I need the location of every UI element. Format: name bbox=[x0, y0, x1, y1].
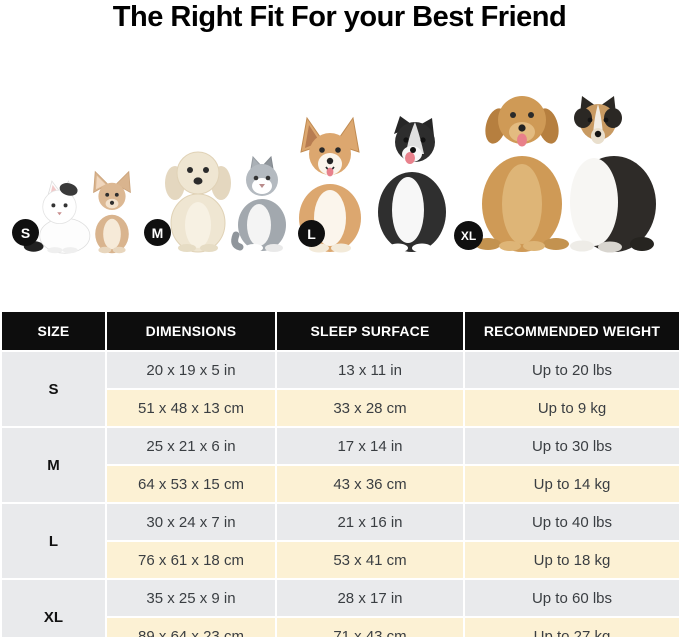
table-row: 64 x 53 x 15 cm 43 x 36 cm Up to 14 kg bbox=[1, 464, 679, 504]
weight-kg: Up to 18 kg bbox=[463, 540, 679, 580]
weight-lbs: Up to 60 lbs bbox=[463, 578, 679, 618]
golden-retriever-icon bbox=[474, 86, 570, 254]
dimensions-cm: 89 x 64 x 23 cm bbox=[105, 616, 277, 637]
table-row: 76 x 61 x 18 cm 53 x 41 cm Up to 18 kg bbox=[1, 540, 679, 580]
dimensions-in: 35 x 25 x 9 in bbox=[105, 578, 277, 618]
size-badge-m: M bbox=[144, 219, 171, 246]
dimensions-cm: 64 x 53 x 15 cm bbox=[105, 464, 277, 504]
sleep-surface-in: 21 x 16 in bbox=[275, 502, 465, 542]
header-size: SIZE bbox=[0, 310, 107, 352]
table-row: S 20 x 19 x 5 in 13 x 11 in Up to 20 lbs bbox=[0, 350, 679, 428]
page-title: The Right Fit For your Best Friend bbox=[112, 1, 567, 33]
dimensions-in: 25 x 21 x 6 in bbox=[105, 426, 277, 466]
weight-lbs: Up to 30 lbs bbox=[463, 426, 679, 466]
sleep-surface-in: 13 x 11 in bbox=[275, 350, 465, 390]
table-row: 89 x 64 x 23 cm 71 x 43 cm Up to 27 kg bbox=[1, 616, 679, 637]
chihuahua-icon bbox=[84, 170, 140, 254]
header-sleep-surface: SLEEP SURFACE bbox=[275, 310, 465, 352]
sleep-surface-cm: 53 x 41 cm bbox=[275, 540, 465, 580]
weight-kg: Up to 27 kg bbox=[463, 616, 679, 637]
weight-lbs: Up to 20 lbs bbox=[463, 350, 679, 390]
dimensions-cm: 76 x 61 x 18 cm bbox=[105, 540, 277, 580]
size-label: L bbox=[0, 502, 107, 580]
maltese-puppy-icon bbox=[163, 143, 233, 253]
table-row: L 30 x 24 x 7 in 21 x 16 in Up to 40 lbs bbox=[0, 502, 679, 580]
table-header-row: SIZE DIMENSIONS SLEEP SURFACE RECOMMENDE… bbox=[0, 310, 679, 352]
weight-lbs: Up to 40 lbs bbox=[463, 502, 679, 542]
sleep-surface-cm: 33 x 28 cm bbox=[275, 388, 465, 428]
table-row: M 25 x 21 x 6 in 17 x 14 in Up to 30 lbs bbox=[0, 426, 679, 504]
weight-kg: Up to 14 kg bbox=[463, 464, 679, 504]
table-row: 51 x 48 x 13 cm 33 x 28 cm Up to 9 kg bbox=[1, 388, 679, 428]
table-row: XL 35 x 25 x 9 in 28 x 17 in Up to 60 lb… bbox=[0, 578, 679, 637]
size-badge-xl: XL bbox=[454, 221, 483, 250]
dimensions-cm: 51 x 48 x 13 cm bbox=[105, 388, 277, 428]
size-label: XL bbox=[0, 578, 107, 637]
sleep-surface-in: 28 x 17 in bbox=[275, 578, 465, 618]
size-badge-l: L bbox=[298, 220, 325, 247]
rough-collie-icon bbox=[552, 92, 658, 256]
size-table: SIZE DIMENSIONS SLEEP SURFACE RECOMMENDE… bbox=[0, 310, 679, 637]
header-dimensions: DIMENSIONS bbox=[105, 310, 277, 352]
white-cat-icon bbox=[22, 178, 100, 254]
size-label: M bbox=[0, 426, 107, 504]
header-recommended-weight: RECOMMENDED WEIGHT bbox=[463, 310, 679, 352]
size-badge-s: S bbox=[12, 219, 39, 246]
size-label: S bbox=[0, 350, 107, 428]
sleep-surface-cm: 43 x 36 cm bbox=[275, 464, 465, 504]
weight-kg: Up to 9 kg bbox=[463, 388, 679, 428]
dimensions-in: 30 x 24 x 7 in bbox=[105, 502, 277, 542]
sleep-surface-in: 17 x 14 in bbox=[275, 426, 465, 466]
border-collie-icon bbox=[370, 110, 454, 254]
dimensions-in: 20 x 19 x 5 in bbox=[105, 350, 277, 390]
gray-cat-icon bbox=[230, 153, 294, 253]
sleep-surface-cm: 71 x 43 cm bbox=[275, 616, 465, 637]
